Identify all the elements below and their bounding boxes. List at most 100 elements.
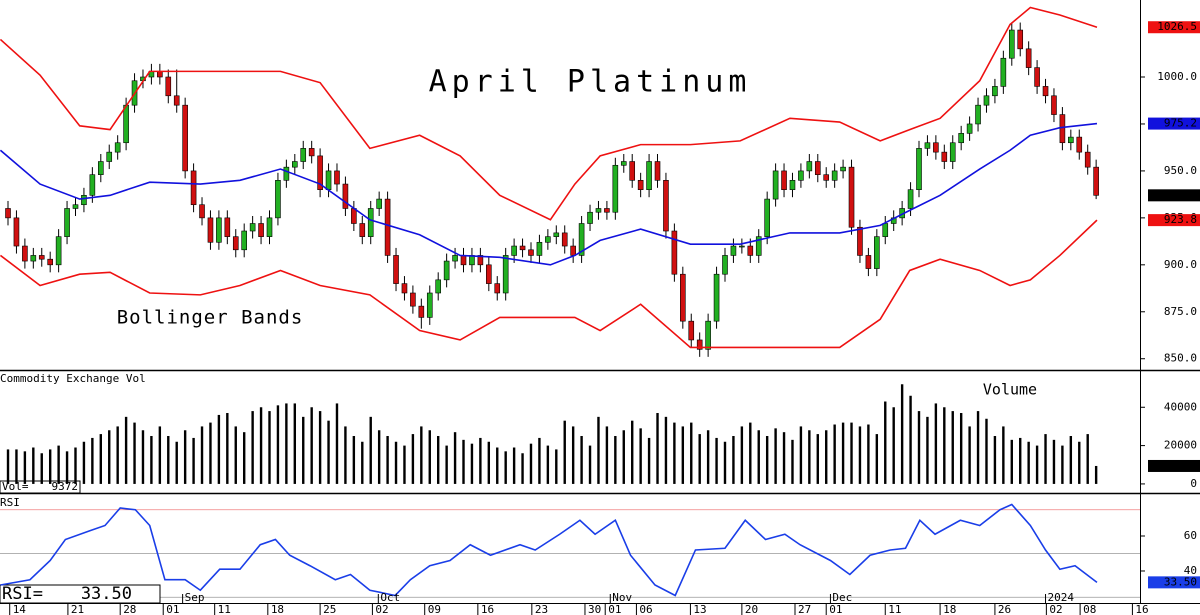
volume-bar [65,451,69,484]
volume-bar [200,426,204,484]
candle-body [106,151,113,162]
volume-bar [99,434,102,484]
candle-body [1093,166,1099,196]
volume-bar [124,416,128,484]
volume-bar [639,428,642,484]
volume-bar [917,411,921,484]
candle-body [376,198,382,209]
volume-bar [192,437,195,484]
candle-body [1017,29,1024,50]
x-tick-label: 01 [829,603,842,615]
volume-bar [546,445,550,484]
volume-bar [943,407,946,484]
candle-body [772,170,779,200]
candle-body [452,255,458,262]
volume-bar [411,434,415,484]
volume-bar [597,416,600,484]
volume-bar [462,439,465,484]
candle-body [713,273,720,322]
volume-bar [23,451,27,484]
volume-bar [327,420,330,484]
panel-label: Commodity Exchange Vol [0,372,146,385]
volume-bar [580,436,583,484]
candle-body [5,208,11,219]
readout-box [0,480,81,494]
y-tick-label: 1000.0 [1157,70,1197,83]
candle-body [1084,151,1091,168]
x-tick-label: 30 [588,603,601,615]
price-tag-label: 923.8 [1164,213,1197,226]
volume-bar [985,418,988,484]
x-tick-label: 28 [123,603,136,615]
volume-bar [968,426,971,484]
volume-bar [706,430,710,484]
volume-bar [934,403,938,484]
volume-bar [302,416,305,484]
volume-bar [875,434,879,484]
value-tag-label: 33.50 [1164,575,1197,588]
volume-bar [1069,436,1073,484]
volume-bar [158,426,162,484]
candle-body [705,320,711,350]
volume-bar [504,451,507,484]
candle-body [384,198,391,256]
volume-bar [959,413,963,484]
volume-bar [512,447,516,484]
candle-body [435,279,442,294]
volume-bar [386,436,389,484]
candle-body [907,189,914,209]
candle-body [730,245,737,256]
price-tag-label: 1026.5 [1157,20,1197,33]
x-tick-label: 20 [745,603,758,615]
candle-body [258,223,264,237]
candle-body [64,208,70,237]
volume-bar [420,426,423,484]
candle-body [1000,57,1007,87]
volume-bar [631,420,634,484]
candle-body [1042,86,1049,97]
candle-body [334,170,340,185]
candle-body [1076,136,1083,153]
y-tick-label: 20000 [1164,439,1197,452]
volume-bar [437,436,440,484]
chart-title: April Platinum [429,65,752,100]
candle-body [941,151,948,162]
band-line [0,122,1098,266]
volume-bar [614,436,617,484]
candle-body [308,148,315,157]
x-tick-label: 25 [323,603,336,615]
candle-body [553,232,560,237]
candle-body [13,217,20,247]
candle-body [81,195,87,206]
candle-body [1008,29,1015,59]
price-tag [1148,214,1200,227]
candle-body [848,166,855,228]
candle-body [460,255,467,266]
candle-body [966,123,973,134]
candle-body [216,217,222,243]
candle-body [840,166,846,172]
volume-bar [588,445,592,484]
volume-bar [428,430,431,484]
panel-label: RSI [0,496,20,509]
volume-bar [732,436,735,484]
month-label: Dec [832,591,852,604]
volume-bar [1027,441,1030,484]
x-tick-label: 21 [71,603,84,615]
volume-bar [563,420,566,484]
volume-bar [6,449,10,484]
volume-bar [740,426,744,484]
y-tick-label: 850.0 [1164,352,1197,365]
candle-body [351,208,357,224]
volume-bar [867,424,870,484]
volume-bar [91,437,94,484]
month-label: Sep [185,591,205,604]
volume-bar [808,430,811,484]
x-tick-label: 23 [535,603,548,615]
candle-body [612,164,619,213]
x-tick-label: 18 [271,603,284,615]
candle-body [916,148,922,190]
volume-bar [1010,439,1013,484]
volume-bar [453,432,457,484]
